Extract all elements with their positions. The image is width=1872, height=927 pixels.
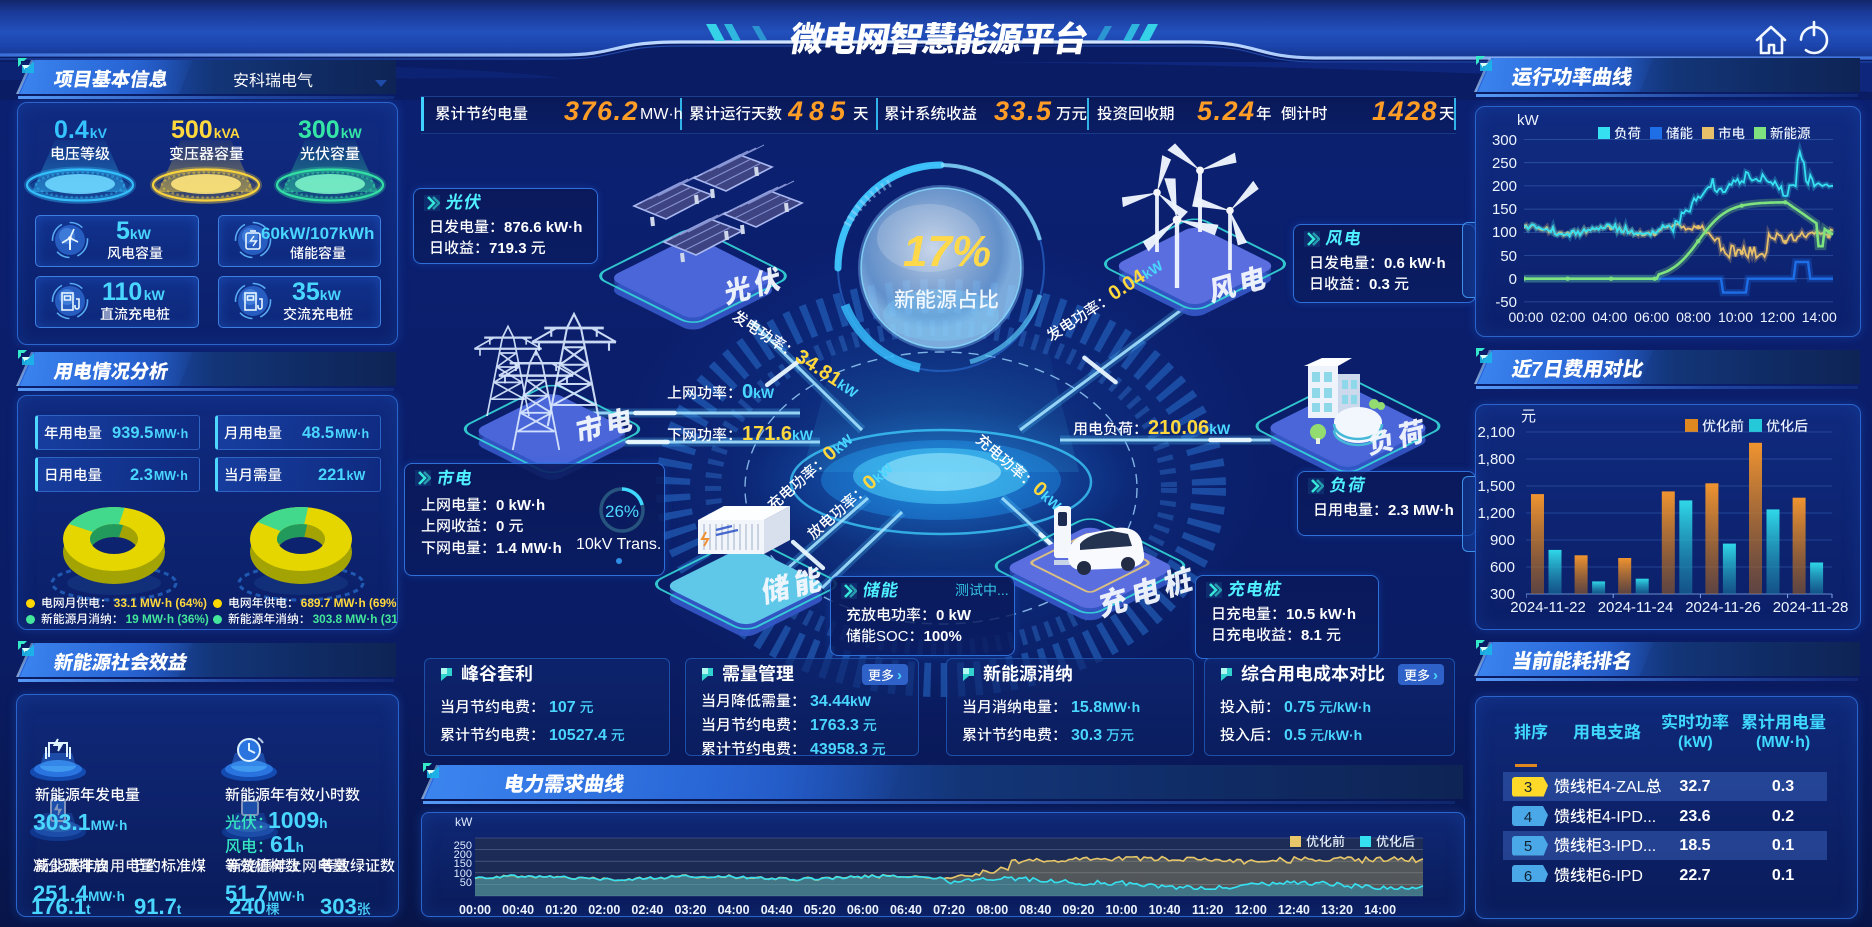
svg-text:0 kW·h: 0 kW·h [496,497,545,514]
svg-text:10527.4: 10527.4 [549,727,607,744]
svg-text:35: 35 [292,278,320,306]
svg-text:303.8 MW·h (31%): 303.8 MW·h (31%) [313,612,397,626]
svg-text:t: t [177,902,182,917]
svg-text:kVA: kVA [214,125,240,141]
svg-text:939.5: 939.5 [112,424,153,442]
svg-text:MW·h: MW·h [91,818,128,833]
svg-text:17%: 17% [903,227,991,276]
svg-text:107: 107 [549,699,576,716]
svg-text:0.3: 0.3 [1369,276,1390,293]
svg-text:300: 300 [298,116,340,144]
svg-text:/kW·h: /kW·h [1333,699,1371,715]
svg-text:0.75: 0.75 [1284,699,1315,716]
svg-text:›: › [897,667,902,684]
svg-text:60kW/107kWh: 60kW/107kWh [261,224,374,243]
svg-text:kW: kW [319,287,341,303]
svg-text:SOC: SOC [876,628,909,645]
svg-text:1428: 1428 [1372,96,1438,126]
svg-text:0.6 kW·h: 0.6 kW·h [1384,255,1446,272]
svg-text:10.5 kW·h: 10.5 kW·h [1286,606,1356,623]
svg-text:303: 303 [320,894,357,919]
svg-text:91.7: 91.7 [134,894,177,919]
svg-text:h: h [319,816,327,831]
svg-text:19 MW·h (36%): 19 MW·h (36%) [126,612,209,626]
svg-text:33.5: 33.5 [994,96,1053,126]
svg-text:MW·h: MW·h [1102,699,1140,715]
svg-text:6-IPD: 6-IPD [1602,868,1643,883]
svg-text:kW: kW [130,226,152,242]
svg-text:MW·h: MW·h [154,427,188,441]
svg-text:48.5: 48.5 [302,424,334,442]
svg-text:(MW·h): (MW·h) [1756,734,1810,751]
svg-text:kW: kW [753,385,775,401]
svg-text:10kV Trans.: 10kV Trans. [576,536,661,553]
svg-text:MW·h: MW·h [154,469,188,483]
svg-text:kV: kV [89,125,107,141]
svg-text:689.7 MW·h (69%): 689.7 MW·h (69%) [301,596,397,610]
svg-text:t: t [86,902,91,917]
svg-text:110: 110 [102,278,142,306]
svg-text:MW·h: MW·h [88,889,125,904]
svg-text:30.3: 30.3 [1071,727,1102,744]
svg-text:(kW): (kW) [1678,734,1713,751]
svg-text:5.24: 5.24 [1197,96,1256,126]
svg-text:4-ZAL: 4-ZAL [1602,779,1646,796]
svg-text:100%: 100% [924,628,962,645]
svg-text:171.6: 171.6 [742,423,792,445]
svg-text:kW: kW [792,427,814,443]
svg-text:1763.3: 1763.3 [810,717,859,734]
svg-text:1009: 1009 [268,807,319,833]
svg-text:2.3: 2.3 [130,466,153,484]
svg-text:26%: 26% [605,502,639,521]
svg-text:...: ... [997,582,1009,598]
svg-text:34.44: 34.44 [810,693,850,710]
svg-text:kW: kW [1209,421,1231,437]
svg-text:2.3 MW·h: 2.3 MW·h [1388,502,1454,519]
svg-text:1.4 MW·h: 1.4 MW·h [496,540,562,557]
svg-text:0: 0 [496,518,504,535]
svg-text:210.06: 210.06 [1148,417,1209,439]
svg-text:h: h [296,840,304,855]
svg-text:33.1 MW·h (64%): 33.1 MW·h (64%) [114,596,207,610]
svg-text:5: 5 [116,217,130,245]
svg-text:251.4: 251.4 [33,881,89,906]
svg-text:kW: kW [850,693,872,709]
svg-text:MW·h: MW·h [335,427,369,441]
svg-text:/kW·h: /kW·h [1324,727,1362,743]
svg-text:0.5: 0.5 [1284,727,1306,744]
svg-text:15.8: 15.8 [1071,699,1102,716]
svg-text:0: 0 [742,381,753,403]
svg-text:›: › [1433,667,1438,684]
svg-text:61: 61 [270,831,296,857]
svg-text:51.7: 51.7 [225,881,268,906]
svg-text:303.1: 303.1 [33,809,91,835]
svg-text:7: 7 [1531,359,1543,381]
svg-text:4-IPD...: 4-IPD... [1602,809,1656,826]
svg-text:MW·h: MW·h [640,106,683,123]
svg-text:0 kW: 0 kW [936,607,972,624]
svg-text:MW·h: MW·h [268,889,305,904]
svg-text:3-IPD...: 3-IPD... [1602,838,1656,855]
svg-text:485: 485 [788,96,851,126]
svg-text:kW: kW [144,287,166,303]
svg-text:500: 500 [171,116,213,144]
svg-text:221: 221 [318,466,346,484]
svg-text:kW: kW [341,125,363,141]
svg-text:376.2: 376.2 [564,96,639,126]
svg-text:kW: kW [347,469,366,483]
svg-text:8.1: 8.1 [1301,627,1322,644]
svg-text:0.4: 0.4 [54,116,89,144]
svg-text:240: 240 [229,894,266,919]
svg-text:719.3: 719.3 [489,240,527,257]
svg-text:876.6 kW·h: 876.6 kW·h [504,219,582,236]
svg-text:43958.3: 43958.3 [810,741,868,758]
svg-text:176.1: 176.1 [31,894,86,919]
